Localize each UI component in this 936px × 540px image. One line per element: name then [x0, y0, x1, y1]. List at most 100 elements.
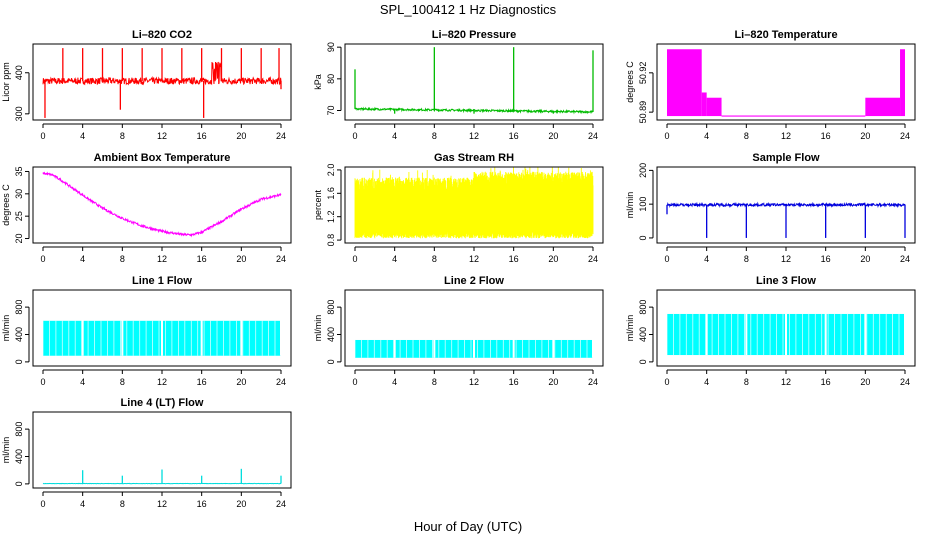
panel-title: Line 4 (LT) Flow [121, 397, 204, 409]
x-tick-label: 8 [120, 131, 125, 141]
band-texture [354, 340, 588, 358]
panel-title: Line 2 Flow [444, 275, 504, 287]
y-tick-label: 30 [14, 189, 24, 199]
x-tick-label: 4 [80, 131, 85, 141]
x-tick-label: 20 [548, 254, 558, 264]
plot-area [666, 312, 906, 356]
x-tick-label: 4 [80, 499, 85, 509]
x-tick-label: 0 [664, 254, 669, 264]
y-tick-label: 0.8 [326, 234, 336, 247]
x-tick-label: 16 [821, 131, 831, 141]
y-tick-label: 0 [14, 359, 24, 364]
x-tick-label: 16 [197, 254, 207, 264]
plot-frame [656, 43, 916, 121]
y-tick-label: 100 [638, 197, 648, 212]
data-band-4 [865, 97, 901, 117]
y-tick-label: 400 [638, 327, 648, 342]
x-tick-label: 24 [276, 254, 286, 264]
x-tick-label: 0 [40, 131, 45, 141]
y-tick-label: 50.89 [638, 101, 648, 124]
plot-frame [32, 166, 292, 244]
y-tick-label: 20 [14, 234, 24, 244]
data-band-5 [900, 49, 905, 117]
panel-3: Li–820 Temperature degrees C 0 4 8 12 16 20 24 50… [625, 29, 916, 141]
panel-title: Line 3 Flow [756, 275, 816, 287]
plot-frame [344, 43, 604, 121]
x-tick-label: 8 [744, 377, 749, 387]
x-tick-label: 4 [392, 131, 397, 141]
panel-9: Line 3 Flow ml/min 0 4 8 12 16 20 24 0 400 800 [625, 275, 916, 387]
y-tick-label: 80 [326, 74, 336, 84]
y-tick-label: 0 [326, 359, 336, 364]
x-tick-label: 4 [704, 254, 709, 264]
data-band-2 [473, 167, 594, 239]
x-tick-label: 4 [392, 254, 397, 264]
x-tick-label: 12 [781, 254, 791, 264]
x-tick-label: 8 [432, 131, 437, 141]
y-axis-label: ml/min [625, 192, 635, 219]
y-tick-label: 800 [14, 300, 24, 315]
x-tick-label: 4 [80, 254, 85, 264]
y-tick-label: 2.0 [326, 164, 336, 177]
panel-title: Gas Stream RH [434, 152, 514, 164]
y-axis-label: ml/min [313, 315, 323, 342]
y-axis-label: percent [313, 189, 323, 220]
panel-title: Li–820 CO2 [132, 29, 192, 41]
x-tick-label: 8 [120, 254, 125, 264]
y-tick-label: 400 [14, 65, 24, 80]
plot-frame [32, 289, 292, 367]
x-tick-label: 24 [588, 377, 598, 387]
y-axis-label: Licor ppm [1, 62, 11, 102]
plot-area [42, 319, 282, 356]
x-tick-label: 24 [276, 131, 286, 141]
y-tick-label: 25 [14, 211, 24, 221]
x-tick-label: 12 [781, 377, 791, 387]
x-tick-label: 4 [80, 377, 85, 387]
y-axis-label: degrees C [1, 184, 11, 226]
panel-title: Ambient Box Temperature [94, 152, 231, 164]
x-tick-label: 20 [236, 499, 246, 509]
x-tick-label: 24 [900, 131, 910, 141]
x-tick-label: 12 [781, 131, 791, 141]
plot-area [42, 48, 282, 118]
x-tick-label: 20 [860, 254, 870, 264]
figure-xlabel: Hour of Day (UTC) [414, 519, 522, 534]
x-tick-label: 20 [860, 377, 870, 387]
y-tick-label: 90 [326, 42, 336, 52]
x-tick-label: 12 [157, 254, 167, 264]
y-tick-label: 0 [638, 235, 648, 240]
plot-area [354, 167, 594, 239]
y-tick-label: 50.92 [638, 62, 648, 85]
x-tick-label: 8 [744, 131, 749, 141]
panel-title: Sample Flow [752, 152, 820, 164]
y-axis-label: kPa [313, 74, 323, 90]
band-texture [42, 320, 276, 356]
plot-area [42, 468, 282, 485]
y-tick-label: 200 [638, 163, 648, 178]
y-axis-label: ml/min [1, 315, 11, 342]
y-tick-label: 1.6 [326, 187, 336, 200]
x-tick-label: 24 [276, 377, 286, 387]
x-tick-label: 16 [509, 254, 519, 264]
panel-2: Li–820 Pressure kPa 0 4 8 12 16 20 24 70 80 90 [313, 29, 604, 141]
y-tick-label: 800 [14, 422, 24, 437]
data-band-1 [354, 169, 475, 239]
panel-title: Line 1 Flow [132, 275, 192, 287]
panel-10: Line 4 (LT) Flow ml/min 0 4 8 12 16 20 24 0 400 800 [1, 397, 292, 509]
plot-frame [32, 411, 292, 489]
x-tick-label: 24 [588, 254, 598, 264]
x-tick-label: 16 [509, 377, 519, 387]
x-tick-label: 8 [432, 254, 437, 264]
panel-title: Li–820 Temperature [734, 29, 837, 41]
data-band-1 [667, 49, 702, 117]
x-tick-label: 20 [236, 131, 246, 141]
x-tick-label: 24 [900, 254, 910, 264]
data-band-2 [701, 92, 707, 117]
plot-frame [344, 289, 604, 367]
x-tick-label: 0 [664, 131, 669, 141]
data-band-3 [706, 97, 722, 117]
x-tick-label: 0 [352, 377, 357, 387]
plot-frame [656, 166, 916, 244]
x-tick-label: 24 [276, 499, 286, 509]
y-axis-label: ml/min [625, 315, 635, 342]
